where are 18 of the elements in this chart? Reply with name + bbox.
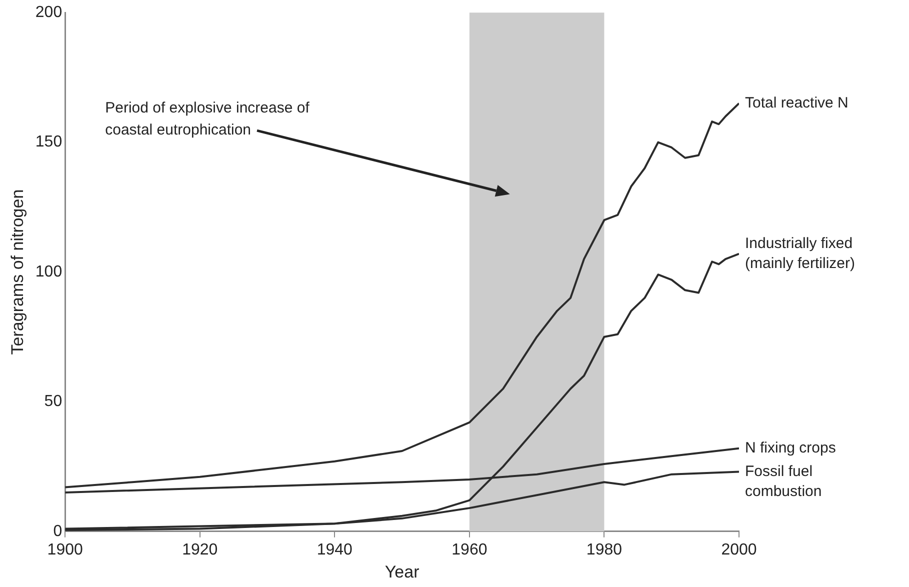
series-label: Total reactive N bbox=[745, 94, 848, 112]
series-label: Fossil fuel combustion bbox=[745, 462, 822, 500]
series-label: N fixing crops bbox=[745, 440, 836, 457]
x-tick-label: 2000 bbox=[721, 541, 757, 558]
y-axis-title: Teragrams of nitrogen bbox=[8, 189, 27, 355]
y-tick-label: 100 bbox=[35, 263, 62, 280]
x-tick-label: 1980 bbox=[586, 541, 622, 558]
x-tick-label: 1920 bbox=[182, 541, 218, 558]
x-axis-title: Year bbox=[384, 562, 420, 582]
y-tick-label: 150 bbox=[35, 134, 62, 151]
y-tick-label: 200 bbox=[35, 4, 62, 22]
x-tick-label: 1900 bbox=[47, 541, 83, 558]
x-tick-label: 1960 bbox=[452, 541, 488, 558]
series-label: Industrially fixed (mainly fertilizer) bbox=[745, 234, 856, 272]
y-tick-label: 50 bbox=[44, 393, 62, 410]
annotation: Period of explosive increase of coastal eutrophication bbox=[105, 100, 310, 139]
y-tick-label: 0 bbox=[53, 522, 62, 540]
x-tick-label: 1940 bbox=[316, 541, 353, 558]
